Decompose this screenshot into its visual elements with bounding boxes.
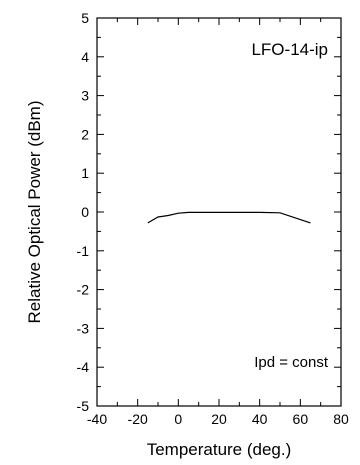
y-tick-label: -4	[77, 359, 90, 375]
ticks	[96, 17, 342, 407]
x-axis-title: Temperature (deg.)	[147, 440, 292, 459]
x-tick-label: 20	[211, 411, 227, 427]
y-tick-label: 5	[81, 10, 89, 26]
y-tick-label: -1	[77, 243, 90, 259]
annotation-condition: Ipd = const	[254, 354, 329, 371]
y-tick-label: 2	[81, 126, 89, 142]
y-tick-label: 0	[81, 204, 89, 220]
series-layer	[147, 211, 311, 224]
y-tick-label: -5	[77, 398, 90, 414]
annotation-model: LFO-14-ip	[251, 40, 328, 59]
series-line	[147, 211, 311, 224]
y-tick-label: 3	[81, 88, 89, 104]
x-tick-label: 40	[252, 411, 268, 427]
y-tick-label: -3	[77, 320, 90, 336]
x-tick-label: 80	[333, 411, 349, 427]
tick-labels: -40 -20 0 20 40 60 80 -5 -4 -3 -2 -1 0 1 2 3 4 5	[77, 10, 349, 427]
y-tick-label: 1	[81, 165, 89, 181]
y-axis-title: Relative Optical Power (dBm)	[25, 101, 44, 324]
y-tick-label: 4	[81, 49, 89, 65]
x-tick-label: 0	[174, 411, 182, 427]
y-tick-label: -2	[77, 282, 90, 298]
x-tick-label: 60	[293, 411, 309, 427]
x-tick-label: -40	[87, 411, 107, 427]
x-tick-label: -20	[128, 411, 148, 427]
